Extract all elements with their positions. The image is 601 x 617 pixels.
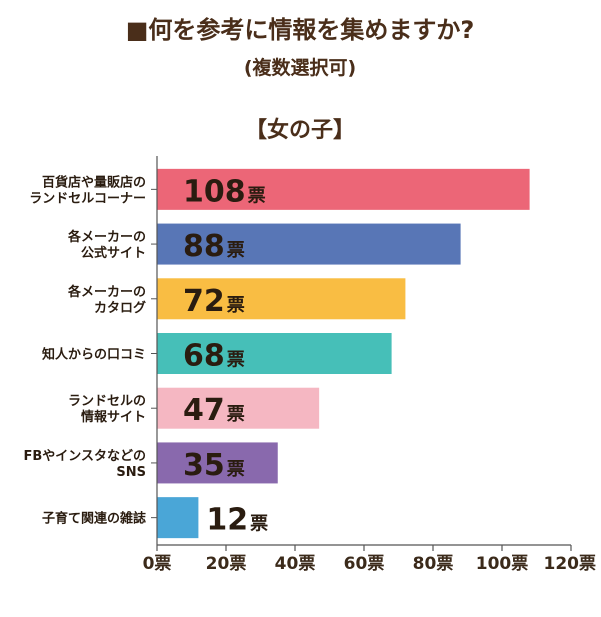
- chart-title: ■何を参考に情報を集めますか?: [126, 16, 475, 44]
- category-label: 百貨店や量販店のランドセルコーナー: [29, 174, 146, 206]
- category-label: 各メーカーの公式サイト: [67, 229, 146, 261]
- x-tick-label: 100票: [476, 554, 529, 574]
- x-tick-label: 20票: [206, 554, 247, 574]
- bar-5: [157, 442, 278, 484]
- x-tick-label: 40票: [275, 554, 316, 574]
- bar-4: [157, 387, 320, 429]
- chart-subtitle: (複数選択可): [244, 56, 356, 79]
- category-label: 各メーカーのカタログ: [67, 284, 146, 316]
- category-label: 子育て関連の雑誌: [42, 511, 146, 527]
- bar-6: [157, 497, 199, 539]
- category-label: ランドセルの情報サイト: [68, 394, 146, 425]
- value-label: 47 票: [183, 393, 245, 428]
- group-label: 【女の子】: [245, 117, 355, 143]
- bar-3: [157, 333, 392, 374]
- bar-2: [157, 278, 406, 320]
- value-label: 108 票: [183, 174, 266, 209]
- x-tick-label: 0票: [143, 554, 172, 574]
- value-label: 72 票: [183, 284, 245, 319]
- value-label: 35 票: [183, 448, 245, 483]
- category-label: 知人からの口コミ: [42, 347, 146, 363]
- value-label: 12 票: [206, 503, 268, 538]
- bar-1: [157, 223, 461, 265]
- x-tick-label: 60票: [344, 554, 385, 574]
- x-tick-label: 80票: [413, 554, 454, 574]
- value-label: 88 票: [183, 229, 245, 264]
- bar-0: [157, 168, 530, 210]
- category-label: FBやインスタなどの SNS: [23, 449, 146, 480]
- x-tick-label: 120票: [544, 554, 597, 574]
- value-label: 68 票: [183, 339, 245, 374]
